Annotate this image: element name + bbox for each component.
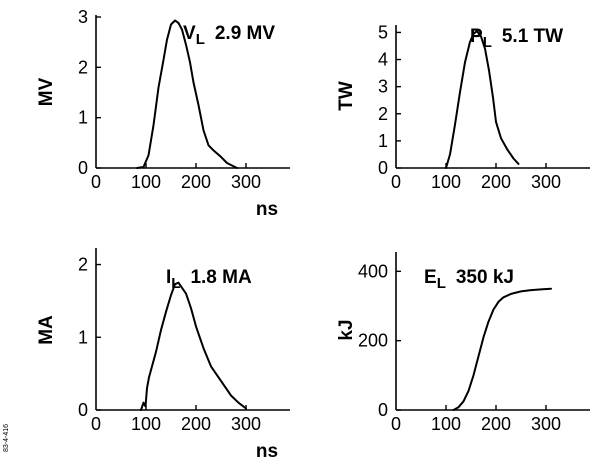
y-tick-label: 1 <box>378 131 388 151</box>
y-axis-label: kJ <box>336 319 357 340</box>
x-tick-label: 200 <box>481 172 511 192</box>
x-tick-label: 100 <box>431 414 461 434</box>
y-tick-label: 400 <box>358 261 388 281</box>
x-axis-label: ns <box>256 199 278 220</box>
x-axis-label: ns <box>256 441 278 462</box>
y-axis-label: TW <box>336 81 357 111</box>
x-tick-label: 200 <box>481 414 511 434</box>
series-line <box>140 281 247 411</box>
x-tick-label: 100 <box>431 172 461 192</box>
x-tick-label: 200 <box>181 414 211 434</box>
x-tick-label: 300 <box>231 414 261 434</box>
x-tick-label: 0 <box>91 414 101 434</box>
x-tick-label: 100 <box>131 172 161 192</box>
series-line <box>136 19 238 169</box>
series-line <box>452 287 552 411</box>
panel-ma: 0 100 200 300 0 1 2 ns MA IL 1.8 MA <box>36 248 290 462</box>
panel-mv: 0 100 200 300 0 1 2 3 ns MV VL 2.9 MV <box>36 7 290 220</box>
panel-tw: 0100200300012345nsTWPL5.1 TW <box>336 22 590 192</box>
x-tick-label: 300 <box>531 172 561 192</box>
x-tick-label: 0 <box>391 172 401 192</box>
y-tick-label: 5 <box>378 22 388 42</box>
y-tick-label: 2 <box>378 104 388 124</box>
y-tick-label: 2 <box>78 57 88 77</box>
peak-annotation: EL 350 kJ <box>424 267 514 292</box>
y-tick-label: 0 <box>378 158 388 178</box>
x-tick-label: 300 <box>231 172 261 192</box>
x-tick-label: 100 <box>131 414 161 434</box>
series-line <box>445 30 520 169</box>
y-tick-label: 0 <box>78 158 88 178</box>
y-tick-label: 0 <box>78 400 88 420</box>
x-tick-label: 0 <box>391 414 401 434</box>
panel-kj: 01002003000200400nskJEL350 kJ <box>336 252 590 434</box>
x-tick-label: 200 <box>181 172 211 192</box>
y-axis-label: MV <box>36 77 57 106</box>
peak-annotation: IL 1.8 MA <box>166 267 252 292</box>
y-tick-label: 3 <box>78 7 88 27</box>
y-tick-label: 2 <box>78 255 88 275</box>
y-axis-label: MA <box>36 315 57 345</box>
y-tick-label: 1 <box>78 108 88 128</box>
y-tick-label: 4 <box>378 50 388 70</box>
y-tick-label: 3 <box>378 77 388 97</box>
peak-annotation: VL 2.9 MV <box>183 23 275 48</box>
x-tick-label: 0 <box>91 172 101 192</box>
figure-code: 83-4-416 <box>3 424 10 452</box>
y-tick-label: 1 <box>78 327 88 347</box>
peak-annotation: PL 5.1 TW <box>470 26 563 51</box>
y-tick-label: 0 <box>378 400 388 420</box>
x-tick-label: 300 <box>531 414 561 434</box>
y-tick-label: 200 <box>358 331 388 351</box>
